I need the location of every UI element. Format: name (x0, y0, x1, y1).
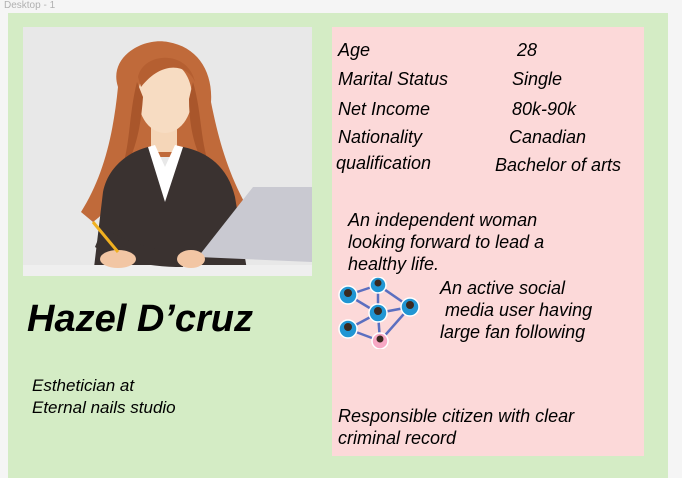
bio-line: criminal record (338, 428, 457, 448)
net-income-value: 80k-90k (512, 99, 577, 119)
bio-line: media user having (440, 300, 593, 320)
occupation-line: Eternal nails studio (32, 398, 176, 417)
bio-line: large fan following (440, 322, 586, 342)
bio-line: healthy life. (348, 254, 440, 274)
bio-line: An independent woman (348, 210, 538, 230)
age-label: Age (338, 40, 371, 60)
bio-line: Responsible citizen with clear (338, 406, 575, 426)
nationality-label: Nationality (338, 127, 423, 147)
bio-social: An active social media user having large… (440, 277, 592, 343)
portrait-illustration (23, 27, 312, 276)
age-value: 28 (517, 40, 538, 60)
bio-citizen: Responsible citizen with clear criminal … (338, 405, 574, 449)
social-network-icon (336, 276, 428, 354)
bio-line: An active social (440, 278, 566, 298)
persona-occupation: Esthetician at Eternal nails studio (32, 375, 232, 419)
bio-line: looking forward to lead a (348, 232, 545, 252)
persona-details-panel: Age 28 Marital Status Single Net Income … (332, 27, 644, 456)
persona-card: Hazel D’cruz Esthetician at Eternal nail… (8, 13, 668, 478)
occupation-line: Esthetician at (32, 376, 135, 395)
qualification-value: Bachelor of arts (495, 155, 622, 175)
frame-label: Desktop - 1 (4, 0, 56, 11)
bio-independent: An independent woman looking forward to … (348, 209, 544, 275)
marital-status-label: Marital Status (338, 69, 449, 89)
qualification-label: qualification (336, 153, 432, 173)
net-income-label: Net Income (338, 99, 431, 119)
persona-name: Hazel D’cruz (27, 298, 253, 340)
marital-status-value: Single (512, 69, 563, 89)
nationality-value: Canadian (509, 127, 587, 147)
